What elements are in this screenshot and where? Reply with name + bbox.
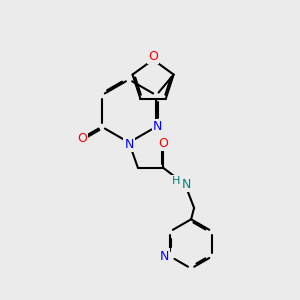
Text: N: N (182, 178, 191, 191)
Text: O: O (159, 137, 168, 150)
Text: O: O (148, 50, 158, 63)
Text: N: N (153, 120, 163, 133)
Text: N: N (160, 250, 169, 263)
Text: N: N (124, 137, 134, 151)
Text: O: O (77, 131, 87, 145)
Text: H: H (172, 176, 180, 187)
